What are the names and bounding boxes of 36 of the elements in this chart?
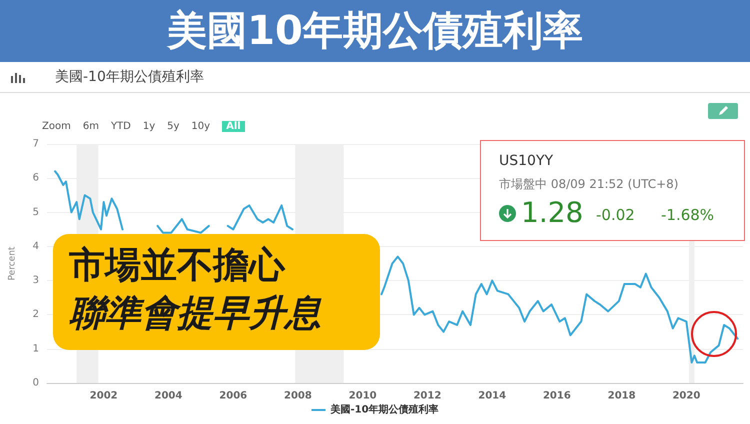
annotation: 1.28 bbox=[521, 196, 584, 229]
y-tick-label: 2 bbox=[32, 309, 39, 320]
y-tick-label: 4 bbox=[32, 240, 39, 252]
annotation: 市場盤中 08/09 21:52 (UTC+8) bbox=[499, 176, 678, 193]
y-tick-label: 5 bbox=[32, 206, 39, 218]
y-tick-label: 7 bbox=[32, 138, 39, 150]
x-tick-label: 2016 bbox=[542, 390, 571, 402]
y-tick-label: 0 bbox=[32, 378, 39, 388]
x-tick-label: 2018 bbox=[608, 390, 636, 402]
text: 6m bbox=[82, 121, 99, 132]
y-axis-title: Percent bbox=[8, 246, 18, 280]
y-tick-label: 3 bbox=[32, 275, 39, 286]
x-tick-label: 2012 bbox=[413, 390, 442, 402]
x-tick-label: 2002 bbox=[90, 390, 118, 402]
x-tick-label: 2020 bbox=[672, 390, 700, 402]
text: 5y bbox=[167, 121, 180, 132]
annotation: -0.02 bbox=[596, 206, 635, 224]
text: All bbox=[222, 121, 245, 132]
chart-title: 美國10年期公債殖利率 bbox=[0, 0, 750, 62]
x-tick-label: 2004 bbox=[154, 390, 182, 402]
y-tick-label: 6 bbox=[32, 172, 39, 184]
x-tick-label: 2006 bbox=[219, 390, 248, 402]
chart-subtitle: 美國-10年期公債殖利率 bbox=[55, 68, 204, 86]
text: 1y bbox=[142, 121, 156, 132]
legend-label: 美國-10年期公債殖利率 bbox=[329, 404, 439, 416]
x-tick-label: 2008 bbox=[284, 390, 312, 402]
text: Zoom bbox=[42, 121, 71, 132]
annotation: US10YY bbox=[499, 153, 554, 169]
text: 10y bbox=[191, 121, 210, 132]
annotation: -1.68% bbox=[661, 206, 714, 224]
x-tick-label: 2014 bbox=[478, 390, 506, 402]
text: YTD bbox=[110, 121, 131, 132]
x-tick-label: 2010 bbox=[348, 390, 377, 402]
y-tick-label: 1 bbox=[32, 343, 39, 354]
annotation: 市場並不擔心 bbox=[69, 244, 285, 288]
annotation: 聯準會提早升息 bbox=[69, 292, 321, 336]
